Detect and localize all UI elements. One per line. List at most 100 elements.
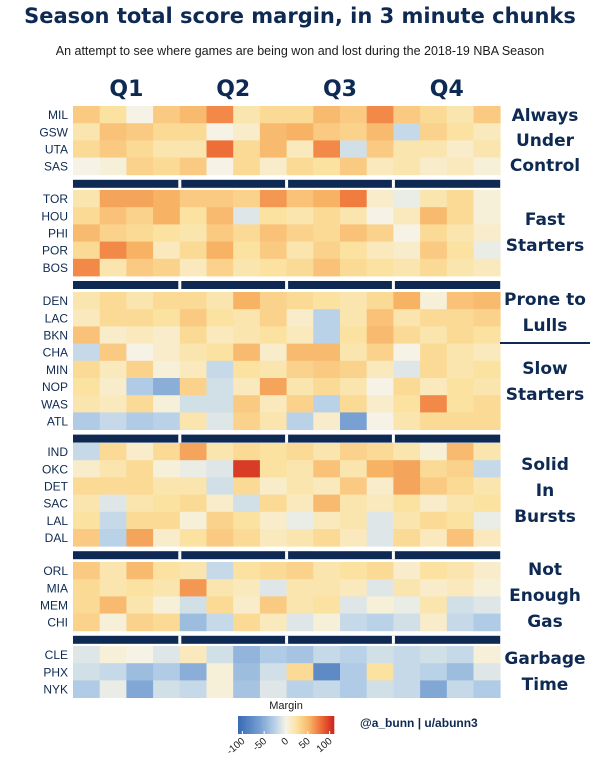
heatmap-cell <box>179 360 207 379</box>
heatmap-cell <box>259 343 287 362</box>
heatmap-cell <box>420 511 448 530</box>
heatmap-cell <box>99 343 127 362</box>
heatmap-cell <box>393 343 421 362</box>
team-label: MIL <box>48 108 68 122</box>
quarter-gap <box>178 551 182 560</box>
heatmap-cell <box>153 511 181 530</box>
heatmap-cell <box>179 258 207 277</box>
heatmap-cell <box>179 663 207 681</box>
quarter-gap <box>178 281 182 289</box>
heatmap-cell <box>393 494 421 513</box>
heatmap-cell <box>179 157 207 176</box>
heatmap-cell <box>420 443 448 461</box>
heatmap-cell <box>206 190 234 208</box>
legend-gradient-step <box>305 716 308 734</box>
heatmap-cell <box>233 680 261 698</box>
credit-text: @a_bunn | u/abunn3 <box>360 716 478 730</box>
heatmap-cell <box>366 106 394 124</box>
legend-gradient-step <box>271 716 274 734</box>
heatmap-cell <box>393 680 421 698</box>
heatmap-cell <box>473 378 501 396</box>
group-label: Starters <box>506 385 584 405</box>
heatmap-cell <box>153 412 181 430</box>
heatmap-cell <box>233 646 261 664</box>
heatmap-cell <box>393 596 421 614</box>
heatmap-cell <box>99 494 127 513</box>
heatmap-cell <box>233 460 261 478</box>
heatmap-cell <box>366 190 394 208</box>
heatmap-cell <box>73 258 101 277</box>
heatmap-cell <box>313 579 341 597</box>
heatmap-cell <box>286 292 314 310</box>
heatmap-cell <box>259 309 287 327</box>
team-label: POR <box>42 244 68 258</box>
heatmap-cell <box>446 343 474 362</box>
heatmap-cell <box>206 241 234 260</box>
heatmap-cell <box>473 106 501 124</box>
legend-gradient-step <box>284 716 287 734</box>
heatmap-cell <box>179 123 207 141</box>
heatmap-cell <box>233 157 261 176</box>
heatmap-cell <box>473 511 501 530</box>
heatmap-cell <box>420 292 448 310</box>
heatmap-cell <box>313 292 341 310</box>
legend-tick-label: 50 <box>297 736 313 752</box>
heatmap-cell <box>286 395 314 413</box>
legend-gradient-step <box>247 716 250 734</box>
legend-gradient-step <box>322 716 325 734</box>
heatmap-cell <box>179 343 207 362</box>
heatmap-cell <box>73 106 101 124</box>
quarter-label-q1: Q1 <box>109 77 143 102</box>
heatmap-cell <box>393 529 421 547</box>
heatmap-cell <box>473 241 501 260</box>
heatmap-cell <box>179 140 207 158</box>
heatmap-cell <box>340 224 368 242</box>
heatmap-cell <box>420 412 448 430</box>
heatmap-cell <box>420 562 448 580</box>
heatmap-cell <box>99 511 127 530</box>
heatmap-cell <box>126 443 154 461</box>
heatmap-cell <box>473 258 501 277</box>
heatmap-cell <box>179 646 207 664</box>
heatmap-cell <box>366 395 394 413</box>
heatmap-cell <box>233 613 261 632</box>
heatmap-cell <box>473 663 501 681</box>
heatmap-cell <box>233 562 261 580</box>
heatmap-cell <box>446 680 474 698</box>
heatmap-cell <box>286 494 314 513</box>
heatmap-cell <box>420 224 448 242</box>
heatmap-cell <box>286 326 314 344</box>
legend-gradient-step <box>306 716 309 734</box>
heatmap-cell <box>153 309 181 327</box>
heatmap-cell <box>340 562 368 580</box>
heatmap-cell <box>446 562 474 580</box>
heatmap-cell <box>99 157 127 176</box>
heatmap-cell <box>73 562 101 580</box>
heatmap-cell <box>73 477 101 495</box>
heatmap-cell <box>366 596 394 614</box>
heatmap-cell <box>420 157 448 176</box>
heatmap-cell <box>259 241 287 260</box>
heatmap-cell <box>153 579 181 597</box>
team-label: LAC <box>45 311 69 325</box>
team-label: MIA <box>47 581 68 595</box>
team-label: NYK <box>43 683 68 697</box>
heatmap-cell <box>313 140 341 158</box>
legend-gradient-step <box>300 716 303 734</box>
legend-gradient-step <box>287 716 290 734</box>
heatmap-cell <box>366 343 394 362</box>
heatmap-cell <box>233 123 261 141</box>
heatmap-cell <box>473 190 501 208</box>
heatmap-cell <box>206 224 234 242</box>
heatmap-cell <box>153 190 181 208</box>
heatmap-cell <box>420 140 448 158</box>
legend-gradient-step <box>316 716 319 734</box>
heatmap-cell <box>259 596 287 614</box>
legend-gradient-step <box>332 716 335 734</box>
heatmap-cell <box>99 443 127 461</box>
heatmap-cell <box>366 663 394 681</box>
heatmap-cell <box>313 207 341 225</box>
heatmap-cell <box>153 613 181 632</box>
heatmap-cell <box>446 412 474 430</box>
heatmap-cell <box>99 613 127 632</box>
